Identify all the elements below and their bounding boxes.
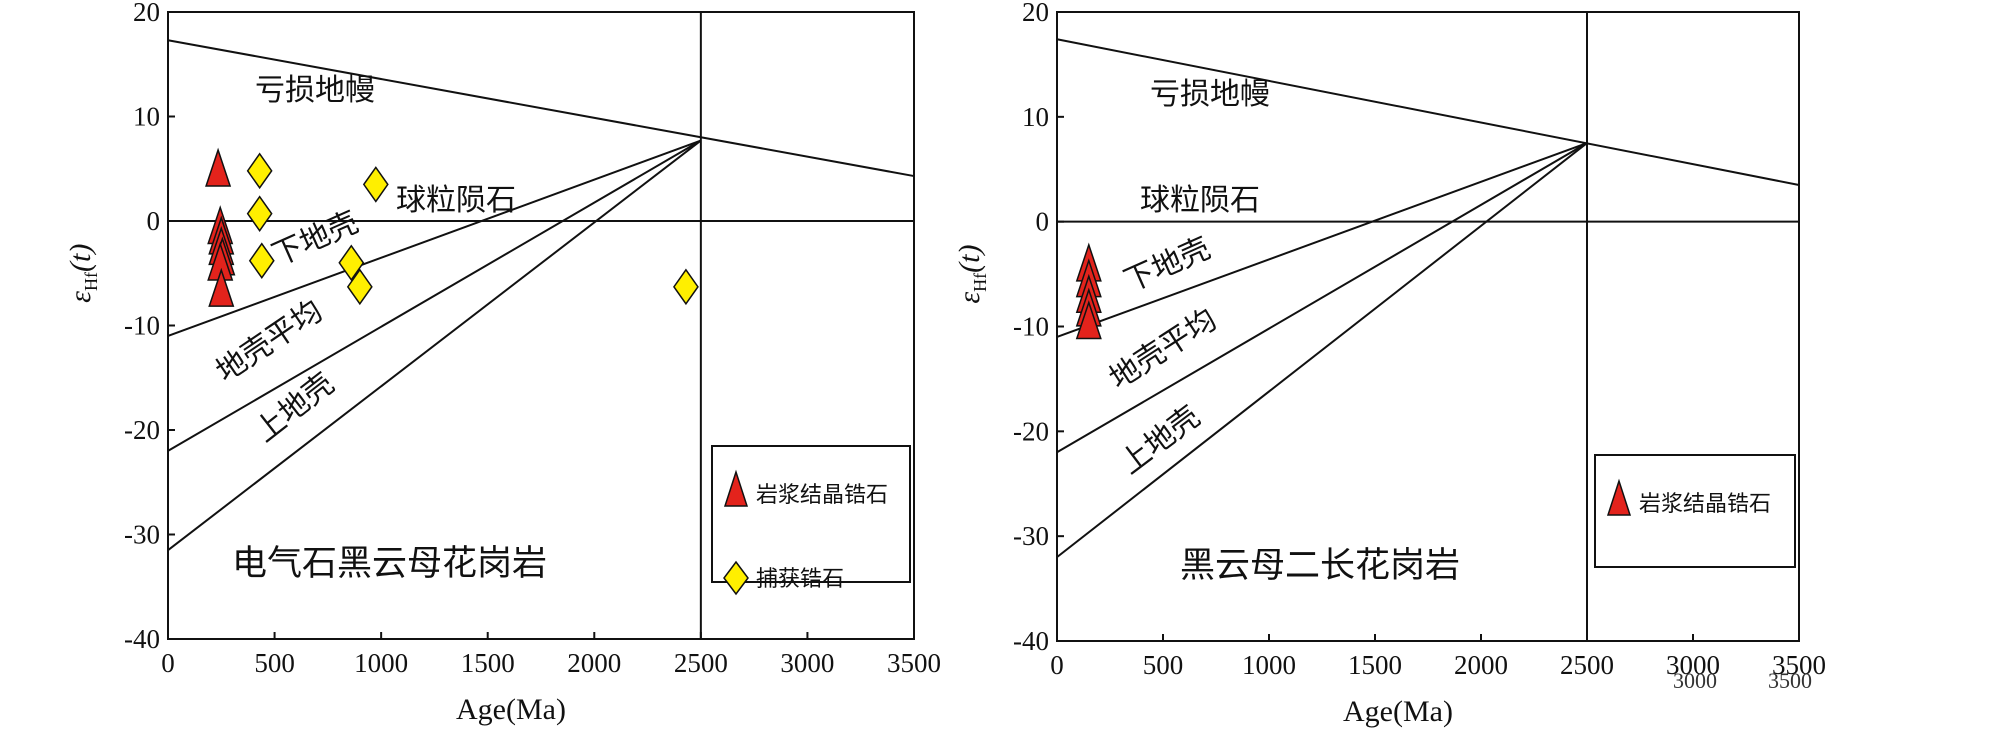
y-axis-title-text: εHf(t): [953, 245, 990, 304]
legend-marker-diamond: [723, 560, 749, 596]
sample-label: 黑云母二长花岗岩: [1180, 546, 1460, 586]
region-label: 球粒陨石: [1140, 183, 1260, 218]
y-tick-label: 10: [133, 102, 160, 132]
faint-tick-text: 3500: [1768, 668, 1812, 693]
x-tick-label: 3000: [780, 648, 834, 678]
x-tick-label: 1500: [461, 648, 515, 678]
x-tick-label: 1000: [1242, 650, 1296, 680]
y-tick-label: -20: [1013, 416, 1049, 446]
sample-label: 电气石黑云母花岗岩: [232, 544, 547, 584]
y-tick-label: -40: [1013, 626, 1049, 656]
x-tick-label: 3500: [1772, 650, 1826, 680]
x-tick-label: 2500: [1560, 650, 1614, 680]
legend-label: 岩浆结晶锆石: [1639, 492, 1771, 517]
y-tick-label: 0: [1036, 207, 1050, 237]
legend-label: 捕获锆石: [756, 567, 844, 592]
y-tick-label: 20: [1022, 0, 1049, 27]
x-tick-label: 2000: [1454, 650, 1508, 680]
y-tick-label: -10: [1013, 312, 1049, 342]
data-point-diamond: [246, 195, 273, 232]
data-point-triangle: [1075, 300, 1102, 340]
reference-line: [1056, 142, 1588, 338]
x-tick-label: 0: [1050, 650, 1064, 680]
reference-line: [167, 39, 915, 178]
reference-line: [167, 139, 702, 452]
x-tick-label: 3500: [887, 648, 941, 678]
y-axis-title-epsilon: ε: [953, 292, 986, 304]
reference-line: [1056, 142, 1588, 558]
region-label: 下地壳: [1119, 231, 1215, 300]
region-label: 地壳平均: [1103, 302, 1223, 397]
x-tick-label: 0: [161, 648, 175, 678]
y-tick-label: 0: [147, 206, 161, 236]
legend-label: 岩浆结晶锆石: [756, 483, 888, 508]
y-axis-title-text: εHf(t): [64, 244, 101, 303]
x-tick-label: 500: [254, 648, 295, 678]
data-point-triangle: [208, 267, 235, 307]
reference-line: [1056, 142, 1588, 454]
y-axis-title-sub: Hf: [970, 273, 990, 292]
chart-panel-right: 0 500 1000 1500 2000 2500 3000 3500 -40 -30 -20 -10…: [953, 0, 1826, 728]
data-point-triangle: [205, 147, 232, 187]
x-tick-label: 500: [1143, 650, 1184, 680]
data-point-diamond: [338, 244, 365, 282]
data-point-diamond: [362, 166, 389, 203]
data-point-diamond: [346, 268, 373, 306]
x-axis-title: Age(Ma): [456, 693, 566, 726]
y-tick-label: -10: [124, 311, 160, 341]
y-tick-label: 20: [133, 0, 160, 27]
y-axis-title: εHf(t): [64, 244, 101, 303]
data-point-diamond: [248, 242, 275, 280]
region-label: 上地壳: [248, 366, 340, 449]
y-tick-label: -40: [124, 624, 160, 654]
y-tick-label: -30: [124, 520, 160, 550]
x-tick-label: 2500: [674, 648, 728, 678]
x-axis-title: Age(Ma): [1343, 695, 1453, 728]
legend-marker-triangle: [1606, 478, 1632, 516]
legend-marker-triangle: [723, 469, 749, 507]
chart-panel-left: 0 500 1000 1500 2000 2500 3000 3500 -40 -30 -20 -10…: [64, 0, 941, 726]
data-point-diamond: [673, 268, 699, 306]
y-tick-label: 10: [1022, 102, 1049, 132]
y-axis-title-sub: Hf: [81, 272, 101, 291]
y-axis-title-tail: (t): [64, 244, 97, 272]
faint-tick-text: 3000: [1673, 668, 1717, 693]
region-label: 球粒陨石: [396, 183, 516, 218]
reference-line: [167, 139, 702, 337]
legend-box: [711, 445, 911, 583]
y-tick-label: -30: [1013, 521, 1049, 551]
y-axis-title-tail: (t): [953, 245, 986, 273]
data-point-diamond: [246, 152, 273, 190]
x-tick-label: 2000: [567, 648, 621, 678]
y-axis-title: εHf(t): [953, 245, 990, 304]
x-tick-label: 1000: [354, 648, 408, 678]
y-tick-label: -20: [124, 415, 160, 445]
y-axis-title-epsilon: ε: [64, 291, 97, 303]
reference-line: [1056, 38, 1800, 186]
reference-line: [167, 139, 702, 551]
x-tick-label: 3000: [1666, 650, 1720, 680]
x-tick-label: 1500: [1348, 650, 1402, 680]
region-label: 亏损地幔: [255, 73, 375, 108]
region-label: 亏损地幔: [1150, 77, 1270, 112]
